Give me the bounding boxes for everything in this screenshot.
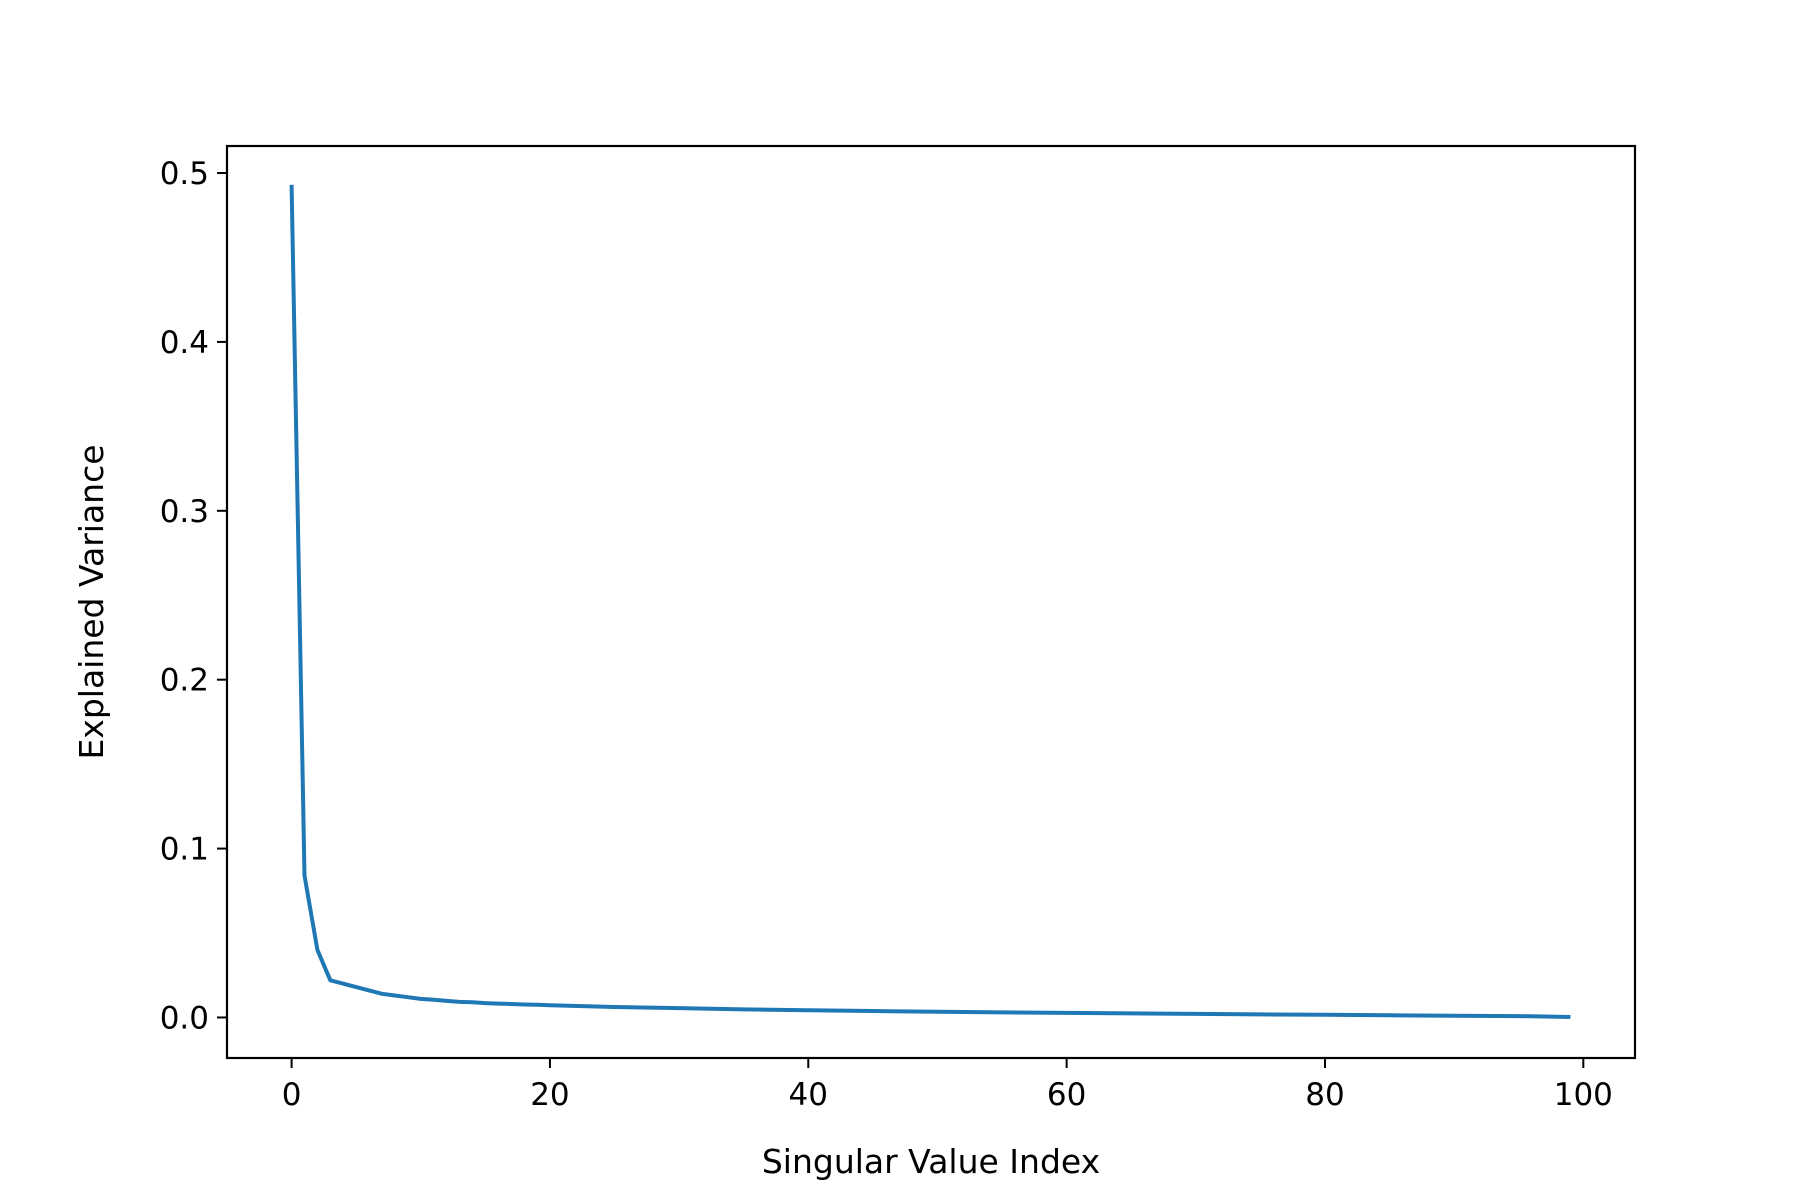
plot-area bbox=[289, 184, 1571, 1019]
y-tick-label: 0.4 bbox=[160, 325, 209, 361]
series-line-1 bbox=[289, 184, 1571, 1019]
y-tick-label: 0.3 bbox=[160, 494, 209, 530]
x-tick-label: 40 bbox=[789, 1077, 828, 1113]
x-tick-label: 0 bbox=[282, 1077, 302, 1113]
x-tick-label: 100 bbox=[1554, 1077, 1613, 1113]
x-tick-label: 60 bbox=[1047, 1077, 1086, 1113]
y-tick-label: 0.1 bbox=[160, 832, 209, 868]
x-axis: 0 20 40 60 80 100 bbox=[282, 1058, 1613, 1113]
x-tick-label: 20 bbox=[530, 1077, 569, 1113]
y-axis: 0.0 0.1 0.2 0.3 0.4 0.5 bbox=[160, 156, 227, 1036]
axes-frame bbox=[225, 144, 1637, 1060]
x-tick-label: 80 bbox=[1305, 1077, 1344, 1113]
y-tick-label: 0.5 bbox=[160, 156, 209, 192]
y-axis-label: Explained Variance bbox=[72, 444, 111, 759]
y-tick-label: 0.2 bbox=[160, 663, 209, 699]
x-axis-label: Singular Value Index bbox=[762, 1142, 1100, 1181]
y-tick-label: 0.0 bbox=[160, 1000, 209, 1036]
